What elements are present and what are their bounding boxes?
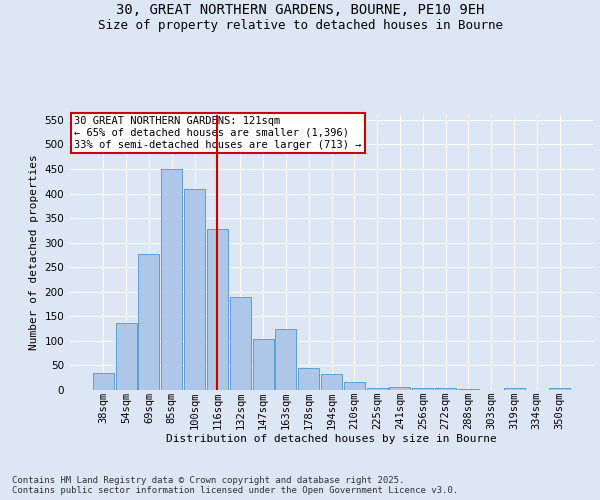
Y-axis label: Number of detached properties: Number of detached properties: [29, 154, 39, 350]
X-axis label: Distribution of detached houses by size in Bourne: Distribution of detached houses by size …: [166, 434, 497, 444]
Bar: [253, 340, 274, 390]
Text: 30, GREAT NORTHERN GARDENS, BOURNE, PE10 9EH: 30, GREAT NORTHERN GARDENS, BOURNE, PE10…: [116, 2, 484, 16]
Bar: [184, 188, 205, 390]
Bar: [139, 254, 160, 390]
Bar: [389, 386, 410, 390]
Bar: [161, 169, 182, 390]
Bar: [275, 328, 296, 390]
Bar: [435, 388, 456, 390]
Bar: [503, 388, 524, 390]
Bar: [549, 388, 570, 390]
Bar: [207, 230, 228, 390]
Bar: [367, 388, 388, 390]
Bar: [230, 296, 251, 390]
Bar: [321, 374, 342, 390]
Bar: [298, 368, 319, 390]
Text: Contains HM Land Registry data © Crown copyright and database right 2025.
Contai: Contains HM Land Registry data © Crown c…: [12, 476, 458, 495]
Bar: [344, 382, 365, 390]
Bar: [93, 373, 114, 390]
Text: 30 GREAT NORTHERN GARDENS: 121sqm
← 65% of detached houses are smaller (1,396)
3: 30 GREAT NORTHERN GARDENS: 121sqm ← 65% …: [74, 116, 362, 150]
Bar: [116, 322, 137, 390]
Bar: [458, 389, 479, 390]
Bar: [412, 388, 433, 390]
Text: Size of property relative to detached houses in Bourne: Size of property relative to detached ho…: [97, 19, 503, 32]
